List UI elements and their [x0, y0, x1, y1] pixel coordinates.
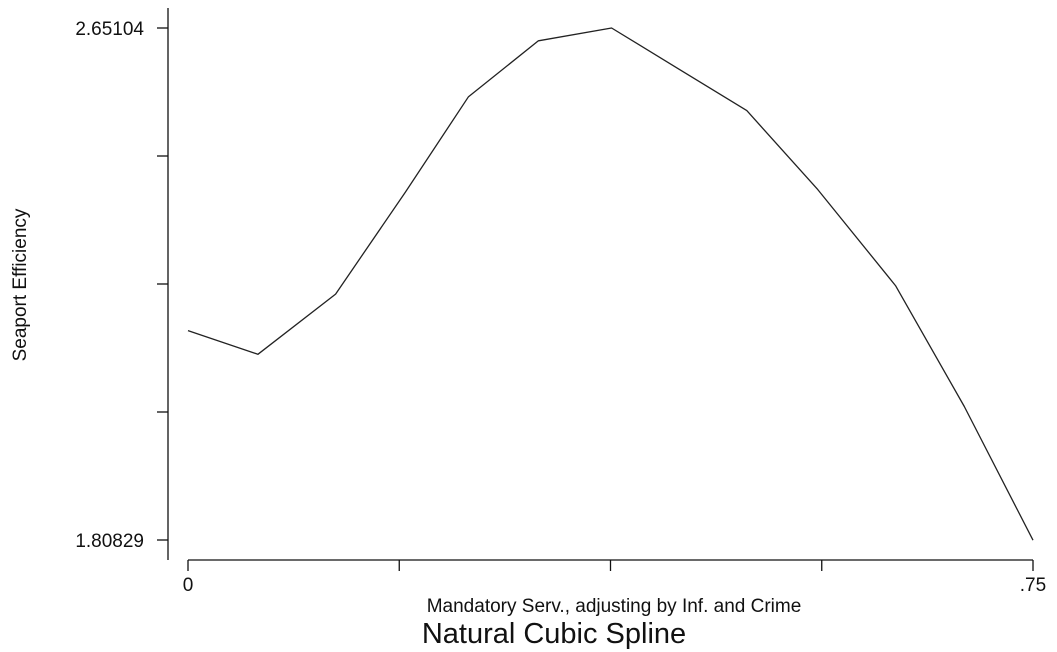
x-tick-label: .75 — [1020, 575, 1046, 596]
x-tick-label: 0 — [183, 575, 194, 596]
chart-title: Natural Cubic Spline — [422, 618, 686, 650]
series-line — [187, 27, 1034, 541]
x-axis-title: Mandatory Serv., adjusting by Inf. and C… — [427, 596, 802, 617]
y-ticks: 1.80829 2.65104 — [75, 19, 168, 552]
y-tick-label: 2.65104 — [75, 19, 144, 40]
series-layer — [187, 27, 1034, 541]
y-tick-label: 1.80829 — [75, 531, 144, 552]
y-axis-title: Seaport Efficiency — [10, 208, 31, 361]
x-ticks: 0.75 — [183, 560, 1046, 596]
